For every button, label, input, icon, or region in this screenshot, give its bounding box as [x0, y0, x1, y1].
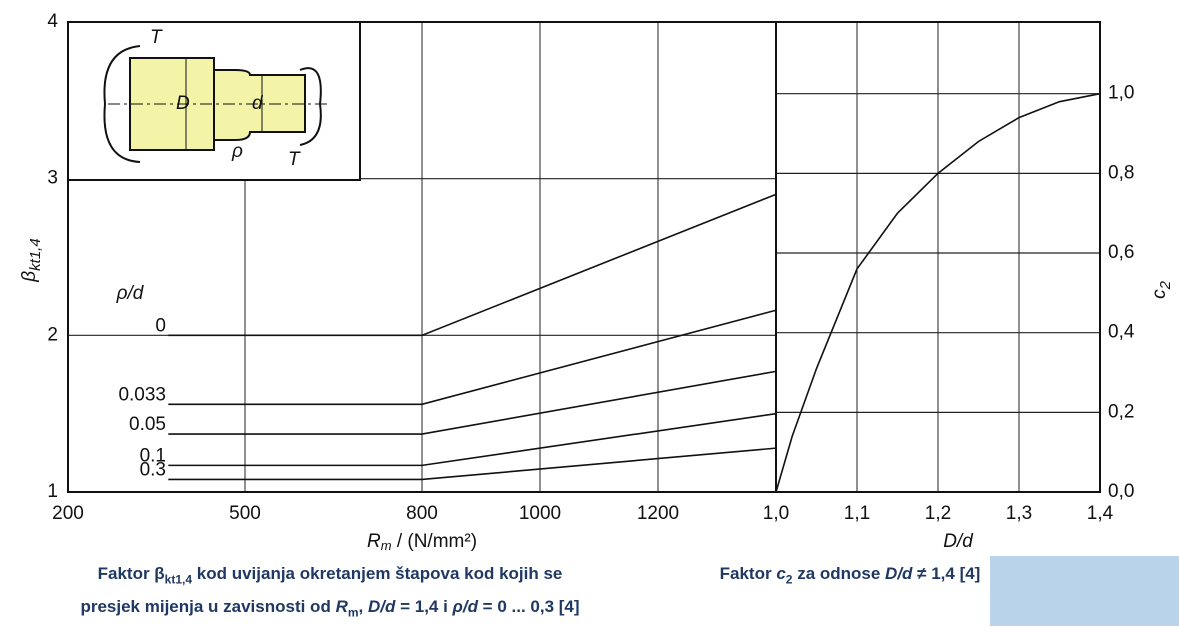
caption-text: = 1,4 i: [395, 597, 453, 617]
x-tick-label: 1,4: [1087, 503, 1114, 524]
inset-label: D: [176, 93, 190, 114]
caption-text: Faktor: [719, 564, 777, 583]
data-line: [775, 92, 1101, 493]
y-axis-label-main: β: [19, 271, 40, 283]
torque-arc: [103, 45, 141, 163]
line-label: 0: [155, 315, 166, 336]
y-tick-label: 3: [47, 168, 58, 189]
caption-text: 2: [785, 572, 793, 587]
x-tick-label: 1,2: [925, 503, 951, 524]
x-tick-label: 800: [406, 503, 438, 524]
caption-text: kod uvijanja okretanjem štapova kod koji…: [192, 564, 563, 583]
y-tick-label: 0,0: [1108, 481, 1134, 502]
inset-label: ρ: [231, 141, 243, 162]
caption-line: Faktor c2 za odnose D/d ≠ 1,4 [4]: [700, 560, 1000, 593]
legend-title: ρ/d: [116, 283, 145, 304]
line-label: 0.033: [118, 384, 166, 405]
inset-label: T: [288, 149, 301, 170]
data-line: [168, 370, 777, 435]
y-tick-label: 0,4: [1108, 322, 1135, 343]
x-axis-label-main: R: [367, 531, 381, 552]
inset-diagram: T D d ρ T: [67, 21, 361, 181]
y-tick-label: 1,0: [1108, 83, 1134, 104]
caption-text: Faktor β: [97, 564, 165, 583]
caption-line: presjek mijenja u zavisnosti od Rm, D/d …: [0, 593, 660, 626]
y-tick-label: 1: [47, 481, 58, 502]
y-tick-label: 0,2: [1108, 401, 1134, 422]
caption-text: za odnose: [792, 564, 886, 583]
data-line: [168, 309, 777, 406]
x-tick-label: 500: [229, 503, 261, 524]
x-tick-label: 1,0: [763, 503, 789, 524]
inset-label: d: [252, 93, 264, 114]
caption-text: D/d: [885, 564, 913, 583]
inset-label: T: [150, 27, 163, 48]
y-tick-label: 0,6: [1108, 242, 1134, 263]
caption-text: m: [347, 605, 359, 620]
caption-line: Faktor βkt1,4 kod uvijanja okretanjem št…: [0, 560, 660, 593]
caption-text: presjek mijenja u zavisnosti od: [80, 597, 336, 617]
caption-text: = 0 ... 0,3 [4]: [477, 597, 580, 617]
caption-text: c: [776, 564, 786, 583]
line-label: 0.3: [140, 459, 166, 480]
data-line: [168, 193, 777, 337]
x-tick-label: 1000: [519, 503, 561, 524]
caption-text: R: [335, 597, 348, 617]
shaft-small: [213, 69, 306, 141]
y-tick-label: 4: [47, 11, 58, 32]
x-axis-label-sub: m: [381, 538, 392, 553]
plot-frame: [775, 21, 1101, 493]
caption-text: kt1,4: [164, 572, 193, 587]
caption-text: ≠ 1,4 [4]: [912, 564, 981, 583]
caption: Faktor c2 za odnose D/d ≠ 1,4 [4]: [700, 560, 1000, 593]
x-axis-label-rest: / (N/mm²): [392, 531, 477, 552]
caption: Faktor βkt1,4 kod uvijanja okretanjem št…: [0, 560, 660, 627]
y-axis-label-sub: 2: [1157, 280, 1174, 290]
line-label: 0.05: [129, 414, 166, 435]
x-tick-label: 1,1: [844, 503, 870, 524]
y-axis-label-main: c: [1149, 289, 1170, 299]
caption-text: D/d: [367, 597, 396, 617]
x-axis-label: D/d: [943, 531, 974, 552]
y-axis-label-sub: kt1,4: [27, 238, 44, 271]
x-axis-label: Rm / (N/mm²): [367, 531, 477, 553]
y-axis-label: c2: [1149, 280, 1174, 299]
x-tick-label: 1,3: [1006, 503, 1032, 524]
x-tick-label: 1200: [637, 503, 679, 524]
caption-text: ,: [358, 597, 368, 617]
y-tick-label: 2: [47, 324, 58, 345]
y-tick-label: 0,8: [1108, 162, 1134, 183]
x-tick-label: 200: [52, 503, 84, 524]
data-line: [168, 412, 777, 467]
torque-arc: [299, 67, 322, 146]
decor-box: [990, 556, 1179, 626]
line-label: 0.1: [140, 445, 166, 466]
y-axis-label: βkt1,4: [19, 238, 44, 282]
x-axis-label-main: D/d: [943, 531, 974, 552]
caption-text: ρ/d: [452, 597, 478, 617]
data-line: [168, 447, 777, 481]
